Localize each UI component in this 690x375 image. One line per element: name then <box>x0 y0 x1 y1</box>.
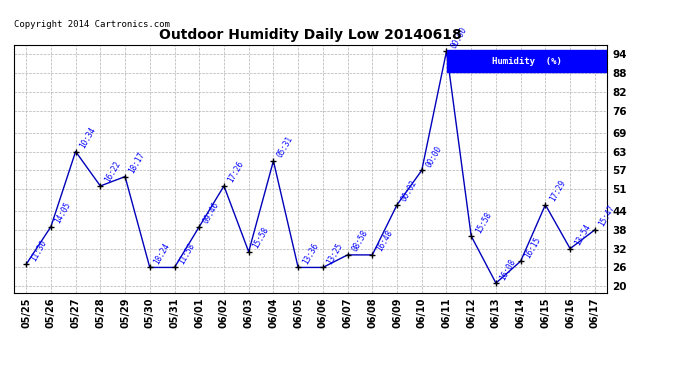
Text: 00:00: 00:00 <box>424 144 444 169</box>
Text: 15:58: 15:58 <box>251 226 270 250</box>
Text: 11:30: 11:30 <box>29 238 48 263</box>
Text: 09:46: 09:46 <box>201 201 221 225</box>
Text: 00:00: 00:00 <box>449 25 469 50</box>
Text: Copyright 2014 Cartronics.com: Copyright 2014 Cartronics.com <box>14 20 170 29</box>
Text: 08:58: 08:58 <box>350 229 369 254</box>
Text: 16:15: 16:15 <box>523 235 542 260</box>
Text: 13:25: 13:25 <box>326 242 345 266</box>
Text: 14:05: 14:05 <box>53 201 72 225</box>
Text: 13:36: 13:36 <box>301 242 320 266</box>
Text: 16:08: 16:08 <box>498 257 518 282</box>
Text: 16:22: 16:22 <box>103 160 122 184</box>
Text: 15:58: 15:58 <box>474 210 493 234</box>
Text: 18:17: 18:17 <box>128 150 147 175</box>
Title: Outdoor Humidity Daily Low 20140618: Outdoor Humidity Daily Low 20140618 <box>159 28 462 42</box>
Text: 00:02: 00:02 <box>400 178 419 203</box>
Text: 17:26: 17:26 <box>226 160 246 184</box>
Text: 10:34: 10:34 <box>78 125 97 150</box>
Text: 05:31: 05:31 <box>276 135 295 159</box>
Text: 17:29: 17:29 <box>548 178 567 203</box>
Text: 18:24: 18:24 <box>152 242 172 266</box>
Text: 11:58: 11:58 <box>177 242 197 266</box>
Text: 16:48: 16:48 <box>375 229 394 254</box>
Text: 15:47: 15:47 <box>598 204 617 228</box>
Text: Humidity  (%): Humidity (%) <box>492 57 562 66</box>
FancyBboxPatch shape <box>447 50 607 72</box>
Text: 13:54: 13:54 <box>573 222 592 247</box>
